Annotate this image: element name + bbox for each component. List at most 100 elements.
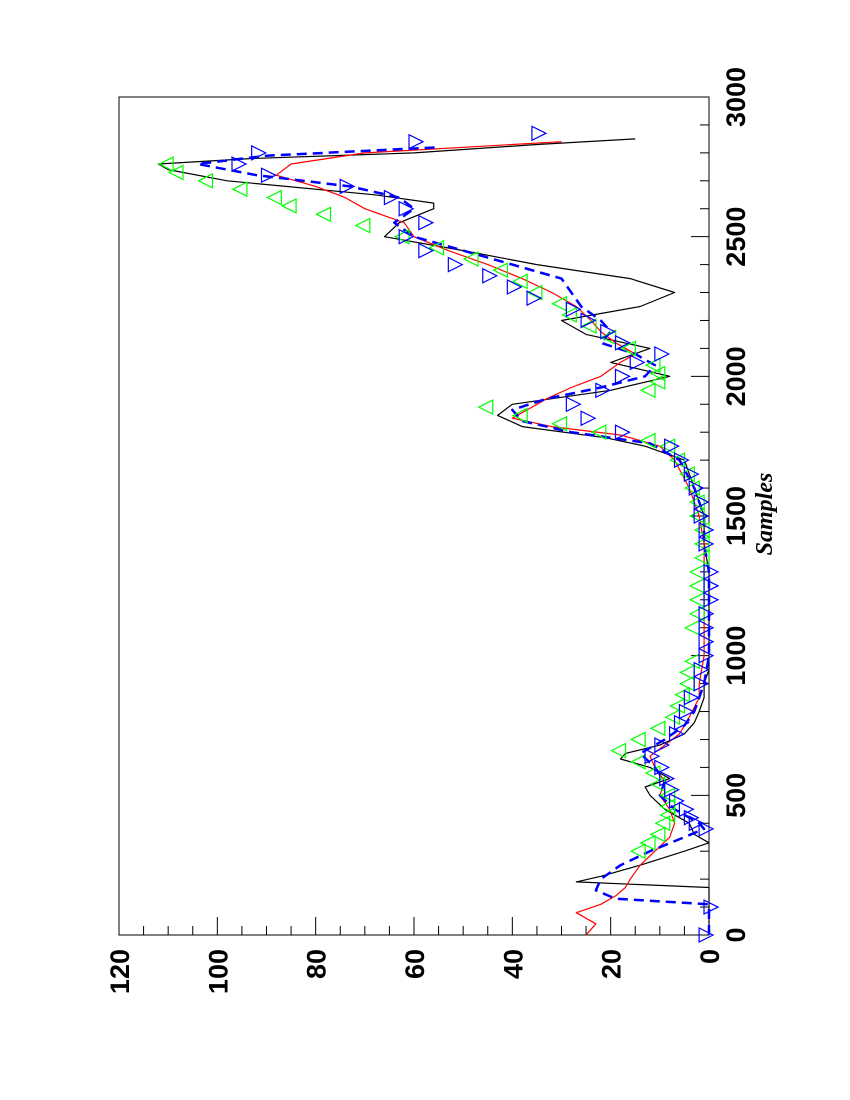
blue-right-triangles-marker [600,323,617,340]
blue-right-triangles-marker [693,494,710,511]
blue-right-triangles-marker [693,661,710,678]
x-tick-label-group: 2000 [721,346,751,406]
blue-right-triangles-marker [703,899,720,916]
x-axis-title: Samples [752,473,778,556]
green-left-triangles-marker [354,217,371,234]
blue-right-triangles-marker [231,156,248,173]
green-left-triangles-marker [231,181,248,198]
y-tick-label-group: 40 [498,949,528,979]
blue-right-triangles-marker [698,535,715,552]
y-tick-label: 20 [597,949,627,979]
green-left-triangles-marker [659,787,676,804]
green-left-triangles-marker [693,521,710,538]
blue-right-triangles-marker [251,144,268,161]
blue-right-triangles-marker [703,591,720,608]
blue-right-triangles-marker [506,278,523,295]
y-tick-label-group: 60 [400,949,430,979]
blue-right-triangles-marker [398,228,415,245]
x-tick-label-group: 1000 [721,626,751,686]
blue-right-triangles-marker [614,334,631,351]
green-left-triangles-marker [590,424,607,441]
blue-right-triangles-marker [398,200,415,217]
x-tick-label: 1500 [721,486,751,546]
x-tick-label-group: 0 [721,927,751,942]
green-left-triangles-marker [580,318,597,335]
blue-right-triangles-marker [565,396,582,413]
blue-right-triangles-marker [683,809,700,826]
blue-right-triangles-marker [698,633,715,650]
blue-right-triangles-marker [678,703,695,720]
green-left-triangles-marker [683,480,700,497]
blue-right-triangles-marker [654,346,671,362]
blue-right-triangles-marker [408,133,425,150]
green-left-triangles-marker [649,365,666,382]
green-left-triangles-marker [526,284,543,301]
green-left-triangles-marker [428,239,445,256]
green-left-triangles-marker [649,720,666,737]
green-left-triangles-marker [315,206,332,223]
axis-ticks [118,96,710,936]
green-left-triangles-marker [688,605,705,622]
blue-right-triangles-marker [678,801,695,818]
blue-right-triangles-marker [668,725,685,742]
green-left-triangles-marker [649,826,666,843]
y-tick-label-group: 20 [597,949,627,979]
blue-right-triangles-marker [688,815,705,832]
blue-right-triangles-marker [703,563,720,580]
y-tick-label: 0 [695,949,725,964]
green-left-triangles-marker [688,494,705,511]
x-tick-label: 2500 [721,207,751,267]
x-tick-label: 3000 [721,67,751,127]
green-left-triangles-marker [197,172,214,189]
y-tick-label-group: 120 [105,949,135,994]
blue-right-triangles-marker [418,214,435,231]
green-left-triangles-marker [639,834,656,851]
blue-right-triangles-marker [644,748,661,765]
green-left-triangles-marker [659,438,676,455]
green-left-triangles-marker [167,164,184,181]
green-left-triangles-marker [477,399,494,416]
green-left-triangles-marker [511,407,528,424]
blue-right-triangles-marker [698,521,715,538]
green-left-triangles-marker [669,452,686,469]
x-tick-label: 500 [721,773,751,818]
blue-right-triangles-marker [688,480,705,497]
green-left-triangles-marker [659,798,676,815]
green-left-triangles-marker [659,806,676,823]
green-left-triangles-marker [629,731,646,748]
blue-right-triangles-marker [698,605,715,622]
blue-right-triangles-marker [383,189,400,206]
blue-right-triangles-marker [339,178,356,195]
green-left-triangles-marker [265,189,282,206]
y-tick-label-group: 100 [203,949,233,994]
blue-right-triangles-marker [683,466,700,483]
green-left-triangles-marker [639,382,656,399]
green-left-triangles-marker [551,295,568,312]
green-left-triangles-marker [644,357,661,374]
blue-right-triangles-marker [614,424,631,441]
green-left-triangles-marker [560,306,577,323]
x-tick-label: 1000 [721,626,751,686]
green-left-triangles-marker [669,697,686,714]
blue-right-triangles-marker [698,647,715,664]
plot-frame [118,96,710,936]
blue-right-triangles-marker [668,792,685,809]
blue-right-triangles-marker [698,619,715,636]
blue-right-triangles-marker [629,354,646,371]
black-solid-line [157,138,710,935]
blue-right-triangles-marker [482,267,499,284]
blue-right-triangles-marker [703,577,720,594]
blue-right-triangles-marker [659,770,676,787]
green-left-triangles-marker [551,415,568,432]
x-tick-label-group: 3000 [721,67,751,127]
green-left-triangles-marker [693,549,710,566]
blue-right-triangles-marker [447,256,464,273]
blue-right-triangles-marker [698,820,715,837]
blue-right-triangles-marker [526,290,543,307]
green-left-triangles-marker [649,373,666,390]
green-left-triangles-marker [678,466,695,483]
green-left-triangles-marker [492,262,509,279]
blue-right-triangles-marker [654,759,671,776]
blue-right-triangles-marker [565,301,582,318]
